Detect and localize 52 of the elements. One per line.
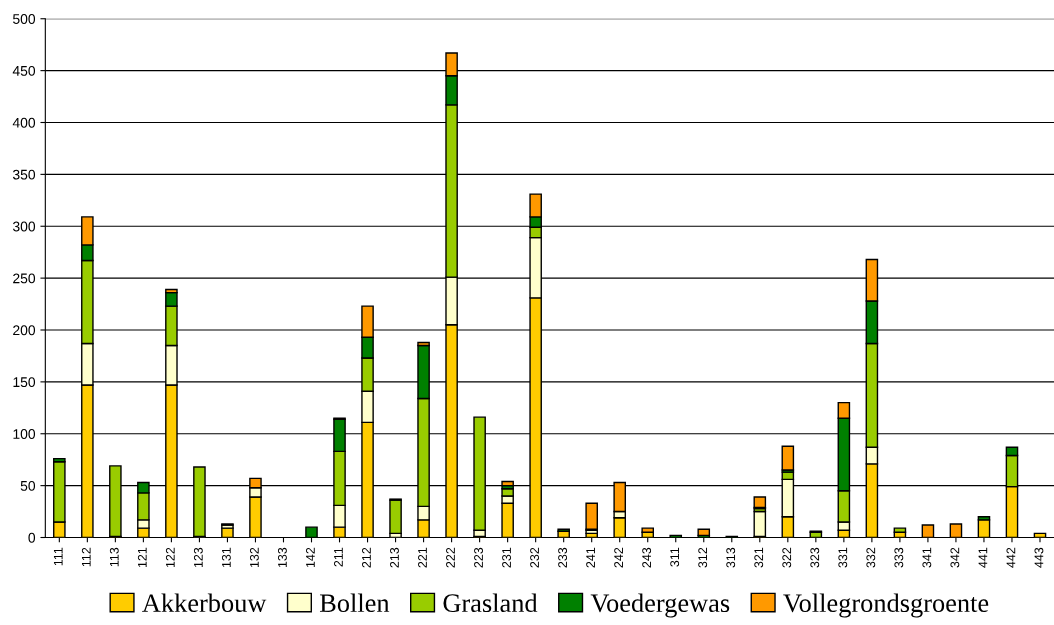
x-tick-label: 232 (530, 547, 540, 568)
x-tick-label: 441 (978, 547, 988, 568)
x-tick-label: 111 (53, 547, 63, 566)
x-tick-label: 222 (446, 547, 455, 568)
x-tick-label: 242 (614, 547, 623, 568)
x-tick-label: 211 (334, 547, 343, 567)
x-tick-label: 132 (249, 547, 259, 568)
x-tick-label: 122 (165, 547, 175, 568)
y-tick-label: 0 (28, 532, 36, 543)
y-tick-label: 50 (20, 480, 36, 491)
x-tick-label: 341 (922, 547, 932, 568)
y-tick-label: 100 (13, 429, 36, 439)
y-tick-label: 250 (13, 273, 36, 284)
x-tick-label: 233 (558, 547, 568, 568)
x-tick-label: 332 (866, 547, 876, 568)
x-tick-label: 313 (726, 547, 736, 568)
legend-label: Vollegrondsgroente (783, 593, 989, 618)
x-tick-label: 442 (1006, 547, 1016, 568)
x-tick-label: 213 (390, 547, 399, 568)
x-tick-label: 311 (670, 547, 680, 567)
x-tick-label: 312 (698, 547, 708, 568)
y-tick-label: 500 (12, 14, 36, 24)
x-tick-label: 131 (221, 547, 231, 568)
legend-label: Grasland (443, 593, 538, 613)
legend-label: Bollen (319, 593, 390, 613)
x-tick-label: 342 (950, 547, 960, 568)
y-tick-label: 400 (12, 117, 36, 128)
x-tick-label: 112 (81, 547, 91, 567)
x-tick-label: 121 (137, 547, 147, 568)
y-tick-label: 450 (12, 65, 36, 76)
x-tick-label: 231 (502, 547, 511, 568)
x-tick-label: 221 (418, 547, 427, 568)
x-tick-label: 113 (109, 547, 119, 567)
x-tick-label: 223 (474, 547, 483, 568)
y-tick-label: 200 (13, 325, 36, 336)
y-tick-label: 150 (13, 377, 36, 388)
legend-label: Voedergewas (590, 593, 730, 618)
x-tick-label: 321 (754, 547, 764, 568)
x-tick-label: 322 (782, 547, 792, 568)
legend-label: Akkerbouw (142, 593, 267, 613)
x-tick-label: 333 (894, 547, 904, 568)
x-tick-label: 133 (277, 547, 287, 568)
x-tick-label: 243 (642, 547, 652, 568)
x-tick-label: 123 (193, 547, 203, 568)
x-tick-label: 331 (838, 547, 848, 568)
x-tick-label: 241 (586, 547, 595, 568)
x-tick-label: 323 (810, 547, 820, 568)
x-tick-label: 142 (306, 547, 315, 568)
x-tick-label: 443 (1034, 547, 1044, 568)
y-tick-label: 350 (12, 169, 36, 180)
y-tick-label: 300 (12, 221, 36, 232)
x-tick-label: 212 (362, 547, 371, 568)
